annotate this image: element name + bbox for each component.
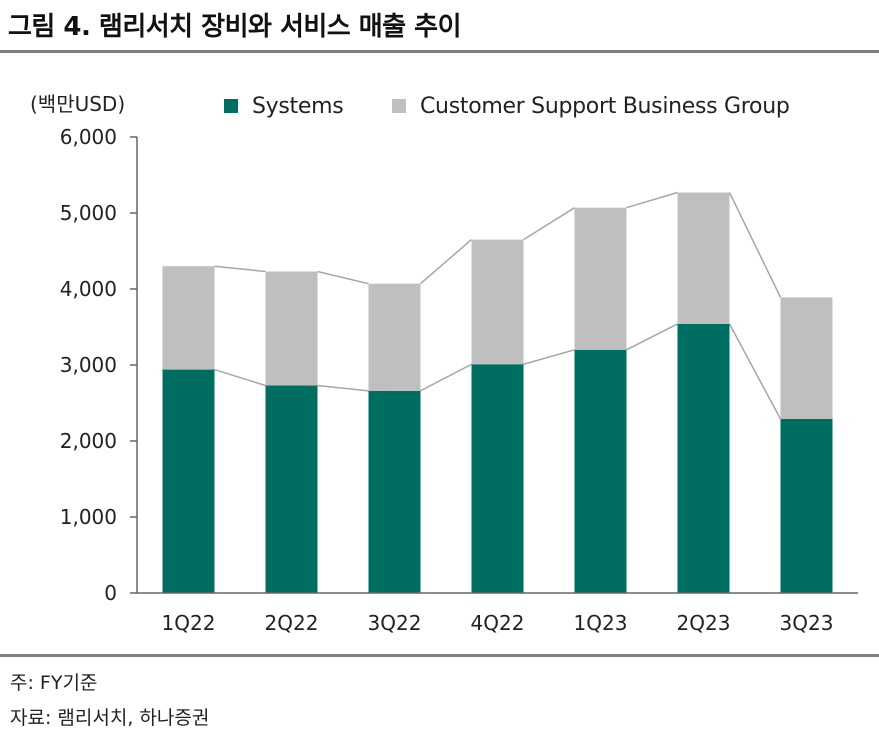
x-tick-label: 1Q22 (162, 611, 216, 635)
x-tick-label: 4Q22 (471, 611, 525, 635)
x-tick-label: 2Q23 (677, 611, 731, 635)
total-connector-line (523, 207, 575, 241)
legend-swatch-csbg (392, 99, 406, 113)
bar-systems-2Q23 (677, 323, 730, 593)
bar-csbg-1Q23 (574, 207, 627, 350)
bar-systems-3Q23 (780, 418, 833, 593)
bar-csbg-3Q22 (368, 283, 421, 391)
x-tick-label: 2Q22 (265, 611, 319, 635)
legend-item-csbg: Customer Support Business Group (392, 92, 790, 120)
total-connector-line (214, 265, 266, 273)
y-tick-label: 3,000 (60, 353, 117, 377)
total-connector-line (317, 270, 369, 285)
y-tick-label: 0 (104, 581, 117, 605)
bar-csbg-2Q23 (677, 192, 730, 324)
bar-systems-1Q23 (574, 349, 627, 593)
top-rule (0, 50, 879, 53)
bar-systems-1Q22 (162, 369, 215, 593)
total-connector-line (728, 192, 782, 298)
bar-csbg-3Q23 (780, 297, 833, 419)
systems-connector-line (728, 323, 782, 420)
y-tick-label: 1,000 (60, 505, 117, 529)
note-text: 주: FY기준 (10, 672, 98, 694)
y-tick-label: 4,000 (60, 277, 117, 301)
systems-connector-line (523, 349, 575, 365)
systems-connector-line (420, 363, 472, 392)
bar-systems-2Q22 (265, 385, 318, 593)
bar-systems-4Q22 (471, 364, 524, 593)
y-tick-label: 2,000 (60, 429, 117, 453)
systems-connector-line (317, 384, 369, 392)
bar-csbg-4Q22 (471, 239, 524, 365)
x-tick-label: 3Q22 (368, 611, 422, 635)
y-tick-label: 6,000 (60, 125, 117, 149)
total-connector-line (626, 191, 678, 209)
systems-connector-line (626, 323, 678, 351)
unit-label: (백만USD) (30, 92, 126, 116)
legend-item-systems: Systems (224, 92, 344, 120)
legend-label-csbg: Customer Support Business Group (420, 93, 790, 119)
figure-title: 그림 4. 램리서치 장비와 서비스 매출 추이 (8, 12, 462, 42)
total-connector-line (420, 239, 472, 285)
x-tick-label: 3Q23 (780, 611, 834, 635)
bottom-rule (0, 654, 879, 657)
systems-connector-line (214, 368, 266, 387)
bar-csbg-2Q22 (265, 271, 318, 386)
legend-label-systems: Systems (252, 93, 344, 119)
stacked-bar-chart: 0 1,000 2,000 3,000 4,000 5,000 6,000 1Q22 2Q22 3… (60, 125, 858, 635)
source-text: 자료: 램리서치, 하나증권 (10, 707, 210, 729)
bar-csbg-1Q22 (162, 266, 215, 370)
legend-swatch-systems (224, 99, 238, 113)
bar-systems-3Q22 (368, 390, 421, 593)
x-tick-label: 1Q23 (574, 611, 628, 635)
y-tick-label: 5,000 (60, 201, 117, 225)
